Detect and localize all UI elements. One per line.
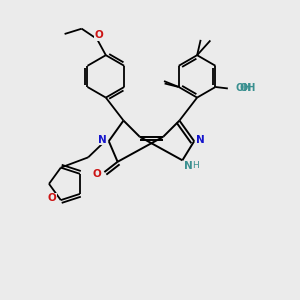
Text: O: O: [93, 169, 101, 179]
Text: O: O: [95, 31, 104, 40]
Text: N: N: [196, 135, 205, 145]
Text: H: H: [191, 161, 198, 170]
Text: N: N: [184, 160, 193, 171]
Text: OH: OH: [240, 83, 256, 93]
Text: O: O: [48, 194, 57, 203]
Text: O: O: [48, 194, 57, 203]
Text: O: O: [95, 31, 104, 40]
Text: O: O: [93, 169, 101, 179]
Text: N: N: [98, 135, 107, 145]
Text: N: N: [183, 160, 192, 171]
Text: N: N: [196, 135, 205, 145]
Text: H: H: [193, 161, 199, 170]
Text: N: N: [98, 135, 107, 145]
Text: OH: OH: [236, 83, 252, 93]
